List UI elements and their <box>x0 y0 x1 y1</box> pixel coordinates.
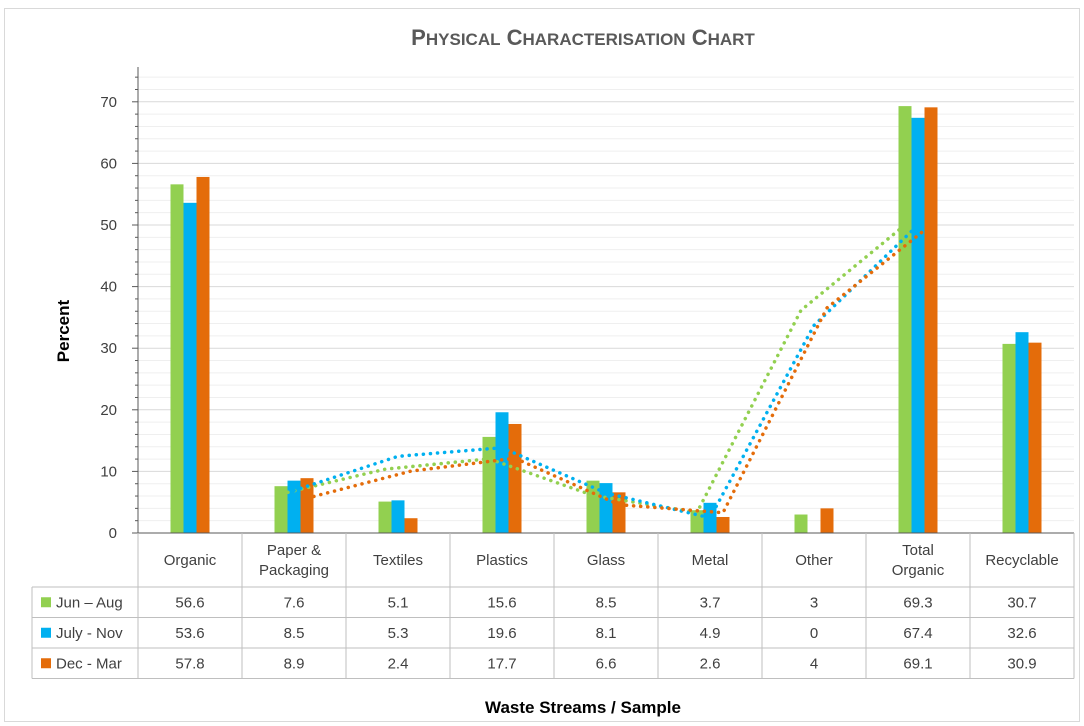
table-cell: 67.4 <box>903 625 932 642</box>
legend-key <box>41 627 51 638</box>
table-cell: 7.6 <box>284 594 305 611</box>
bar <box>404 518 418 533</box>
bar <box>716 516 730 533</box>
table-cell: 3.7 <box>700 594 721 611</box>
y-tick-label: 70 <box>100 94 117 111</box>
table-cell: 32.6 <box>1007 625 1036 642</box>
bar <box>1028 342 1042 533</box>
table-cell: 4.9 <box>700 625 721 642</box>
bar <box>170 184 184 533</box>
table-cell: 56.6 <box>175 594 204 611</box>
category-label: Total <box>902 542 934 559</box>
category-label: Textiles <box>373 552 423 569</box>
bar <box>378 501 392 533</box>
table-cell: 3 <box>810 594 818 611</box>
bar <box>924 107 938 534</box>
table-cell: 2.6 <box>700 655 721 672</box>
table-cell: 19.6 <box>487 625 516 642</box>
series-label: July - Nov <box>56 625 123 642</box>
y-tick-label: 20 <box>100 402 117 419</box>
category-label: Glass <box>587 552 625 569</box>
category-label: Recyclable <box>985 552 1058 569</box>
bar <box>287 480 301 533</box>
bar <box>196 176 210 533</box>
y-tick-label: 10 <box>100 463 117 480</box>
table-cell: 17.7 <box>487 655 516 672</box>
table-cell: 57.8 <box>175 655 204 672</box>
chart-svg: PHYSICAL CHARACTERISATION CHART 01020304… <box>31 25 1075 717</box>
bar <box>482 436 496 533</box>
bar <box>820 508 834 533</box>
bar <box>898 106 912 533</box>
bar <box>690 510 704 533</box>
series-label: Jun – Aug <box>56 594 123 611</box>
category-label: Other <box>795 552 833 569</box>
table-cell: 30.7 <box>1007 594 1036 611</box>
bar <box>911 117 925 533</box>
table-cell: 5.1 <box>388 594 409 611</box>
y-tick-label: 40 <box>100 279 117 296</box>
bar <box>274 486 288 533</box>
category-label: Plastics <box>476 552 528 569</box>
category-label: Metal <box>692 552 729 569</box>
table-cell: 8.9 <box>284 655 305 672</box>
table-cell: 8.5 <box>284 625 305 642</box>
table-cell: 2.4 <box>388 655 409 672</box>
table-cell: 69.1 <box>903 655 932 672</box>
y-tick-label: 50 <box>100 217 117 234</box>
trendline <box>305 223 933 515</box>
table-cell: 0 <box>810 625 818 642</box>
table-cell: 15.6 <box>487 594 516 611</box>
category-label: Paper & <box>267 542 321 559</box>
table-cell: 4 <box>810 655 818 672</box>
y-tick-label: 60 <box>100 155 117 172</box>
trendline <box>292 223 920 520</box>
table-cell: 6.6 <box>596 655 617 672</box>
bar <box>1002 343 1016 533</box>
bars <box>170 106 1042 534</box>
bar <box>612 492 626 533</box>
table-cell: 8.5 <box>596 594 617 611</box>
y-tick-label: 30 <box>100 340 117 357</box>
data-table: Organic Paper & Packaging Textiles Plastics G… <box>31 533 1075 679</box>
bar <box>1015 332 1029 533</box>
bar <box>300 478 314 533</box>
axes <box>132 67 1074 534</box>
bar <box>794 514 808 533</box>
bar <box>183 202 197 533</box>
y-tick-label: 0 <box>109 525 117 542</box>
category-label: Packaging <box>259 562 329 579</box>
chart-title-text: PHYSICAL CHARACTERISATION CHART <box>411 25 755 50</box>
category-label: Organic <box>892 562 945 579</box>
legend-key <box>41 658 51 669</box>
table-cell: 69.3 <box>903 594 932 611</box>
trendlines <box>279 223 933 520</box>
chart-title: PHYSICAL CHARACTERISATION CHART <box>411 25 755 50</box>
bar <box>495 412 509 533</box>
bar <box>599 483 613 533</box>
category-label: Organic <box>164 552 217 569</box>
bar <box>391 500 405 533</box>
table-cell: 5.3 <box>388 625 409 642</box>
chart-frame: PHYSICAL CHARACTERISATION CHART 0 10 20 30 4… <box>4 8 1080 722</box>
table-cell: 8.1 <box>596 625 617 642</box>
y-axis-title: Percent <box>54 299 73 362</box>
x-axis-title: Waste Streams / Sample <box>485 698 681 717</box>
table-cell: 30.9 <box>1007 655 1036 672</box>
y-axis-ticks: 0 10 20 30 40 50 60 70 <box>100 94 117 542</box>
trendline <box>279 223 907 515</box>
legend-key <box>41 597 51 608</box>
table-cell: 53.6 <box>175 625 204 642</box>
bar <box>508 423 522 533</box>
series-label: Dec - Mar <box>56 655 122 672</box>
